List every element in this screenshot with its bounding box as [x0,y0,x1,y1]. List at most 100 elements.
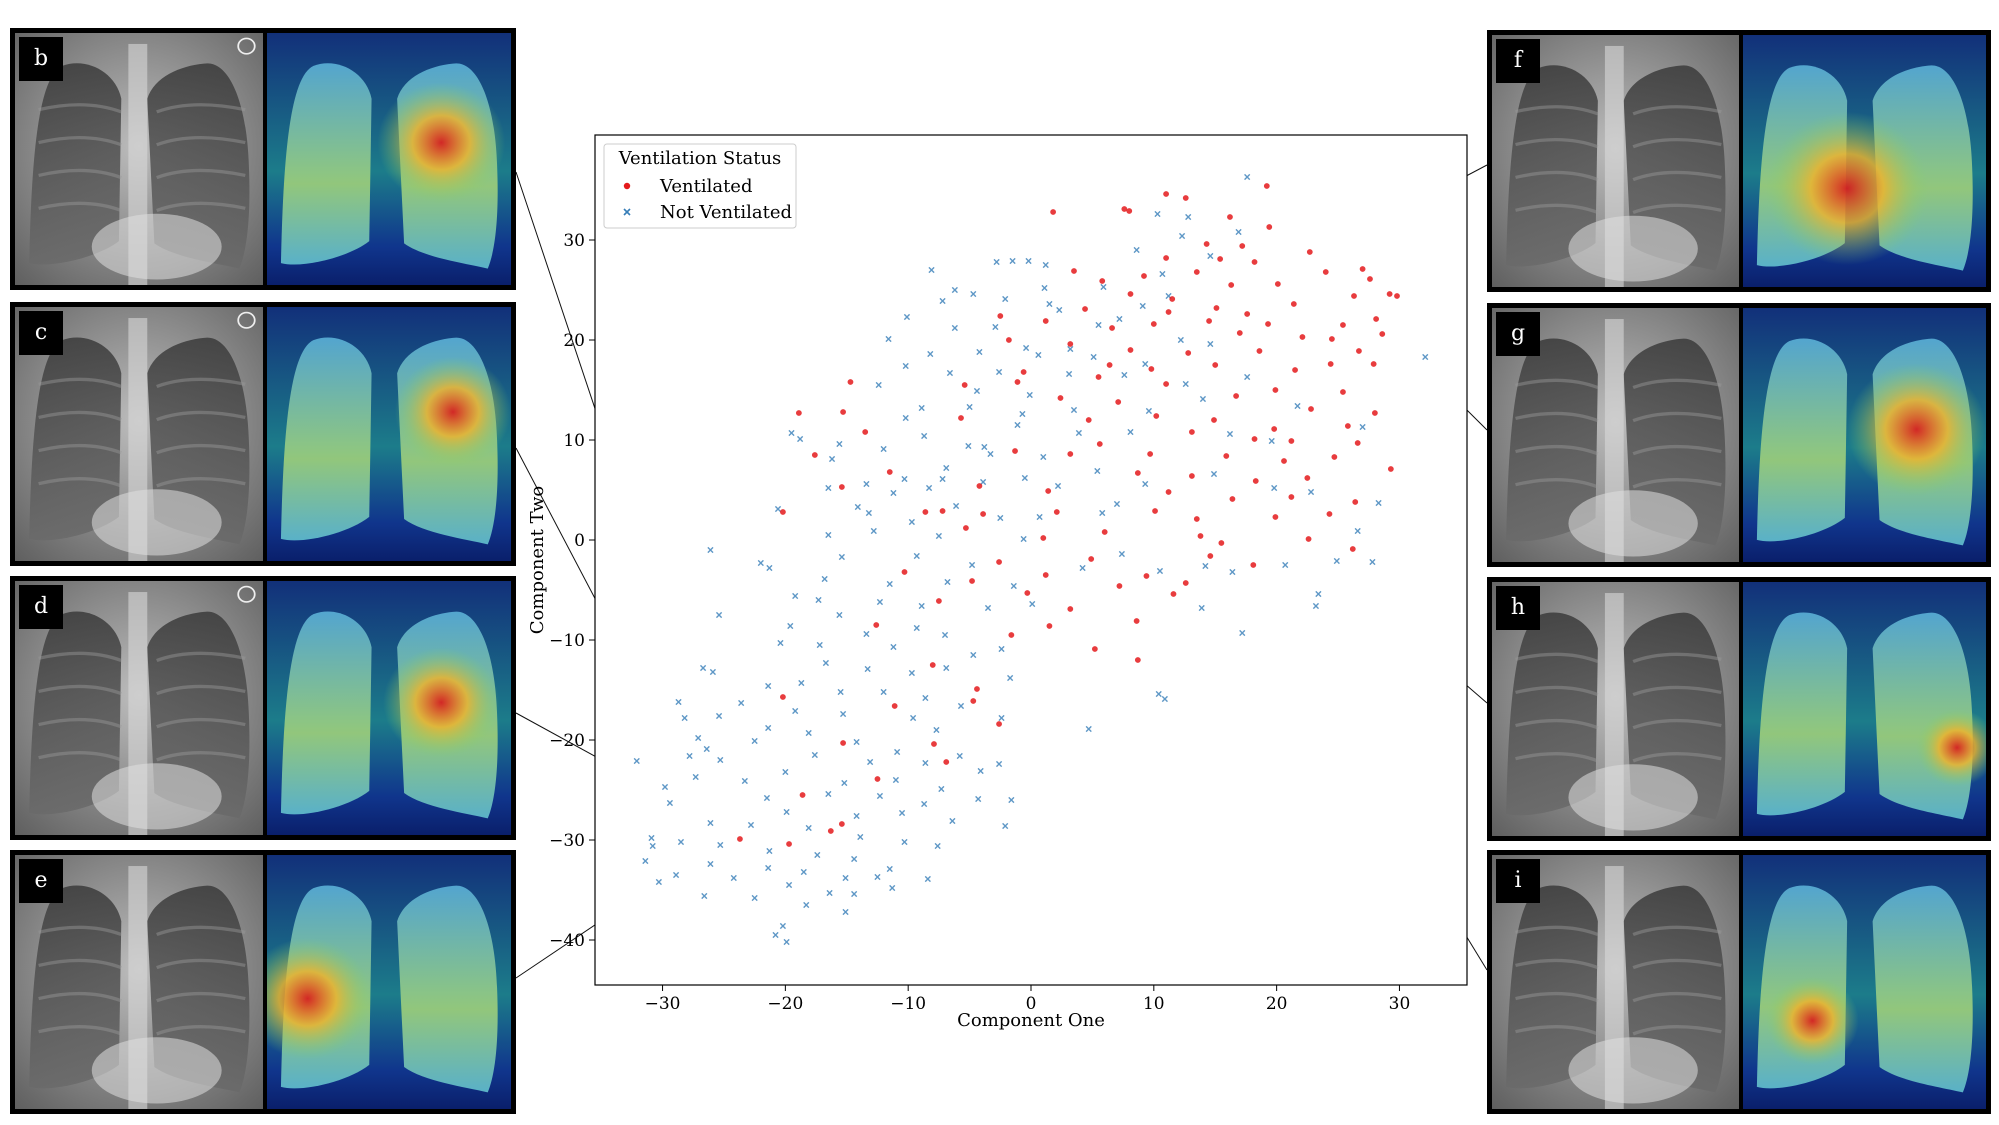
point-not-ventilated [842,908,849,916]
x-axis-label: Component One [957,1010,1105,1031]
point-ventilated [935,598,942,604]
point-not-ventilated [699,664,707,672]
point-not-ventilated [939,475,946,483]
y-tick-label: 10 [563,431,585,451]
point-not-ventilated [1177,336,1184,344]
point-not-ventilated [987,450,994,458]
point-not-ventilated [901,475,908,483]
point-ventilated [874,776,881,782]
point-not-ventilated [901,838,908,846]
point-ventilated [922,509,929,515]
point-ventilated [996,721,1002,727]
point-ventilated [1356,348,1362,354]
point-not-ventilated [913,624,920,632]
point-not-ventilated [1139,302,1146,310]
point-ventilated [1386,291,1393,297]
point-not-ventilated [707,860,714,868]
point-not-ventilated [715,712,723,720]
point-not-ventilated [838,553,845,561]
point-not-ventilated [798,679,805,687]
point-not-ventilated [1067,345,1074,353]
legend-marker-ventilated [623,182,631,190]
point-not-ventilated [1070,406,1078,414]
x-tick-label: −30 [645,994,681,1014]
point-ventilated [847,379,854,385]
point-not-ventilated [867,758,874,766]
point-not-ventilated [944,578,951,586]
point-not-ventilated [788,429,795,437]
point-ventilated [1367,276,1373,282]
point-not-ventilated [870,527,877,535]
point-not-ventilated [825,484,832,492]
point-not-ventilated [966,403,973,411]
point-ventilated [1359,266,1366,272]
point-not-ventilated [921,800,928,808]
point-ventilated [840,740,846,746]
point-not-ventilated [1202,562,1209,570]
panel-label: c [19,311,63,355]
point-not-ventilated [889,884,896,892]
point-not-ventilated [975,795,982,803]
point-not-ventilated [918,602,925,610]
point-not-ventilated [709,668,716,676]
point-not-ventilated [649,842,656,850]
point-ventilated [1165,309,1172,315]
point-not-ventilated [765,724,772,732]
point-not-ventilated [1207,340,1214,348]
point-not-ventilated [1239,629,1246,637]
point-ventilated [1299,334,1306,340]
point-ventilated [1274,281,1281,287]
point-ventilated [1091,646,1098,652]
point-not-ventilated [1315,590,1322,598]
point-ventilated [1265,321,1271,327]
point-ventilated [1163,255,1169,261]
point-ventilated [1143,573,1150,579]
saliency-heatmap-image [263,307,511,561]
point-not-ventilated [980,478,987,486]
point-not-ventilated [1182,380,1189,388]
point-not-ventilated [686,752,693,760]
point-not-ventilated [1312,602,1320,610]
point-not-ventilated [633,757,640,765]
point-not-ventilated [715,611,723,619]
point-not-ventilated [757,559,764,567]
point-ventilated [1188,473,1195,479]
point-ventilated [1088,556,1095,562]
point-not-ventilated [854,503,861,511]
point-not-ventilated [995,368,1003,376]
point-not-ventilated [1095,321,1102,329]
point-not-ventilated [1142,360,1149,368]
point-ventilated [1349,546,1356,552]
point-ventilated [970,698,977,704]
point-not-ventilated [774,505,782,513]
point-not-ventilated [998,714,1005,722]
panel-f: f [1487,30,1991,292]
point-not-ventilated [1118,550,1125,558]
point-not-ventilated [1145,407,1152,415]
point-ventilated [1373,316,1380,322]
y-tick-label: 30 [563,231,585,251]
point-ventilated [931,741,937,747]
point-not-ventilated [1369,558,1376,566]
point-ventilated [1256,348,1263,354]
axis-ticks: −30 −20 −10 0 10 20 30 −40 −30 −20 −10 0 10 20 30 [549,231,1410,1014]
panel-e: e [10,850,516,1114]
point-ventilated [1387,466,1394,472]
point-ventilated [1211,417,1217,423]
point-not-ventilated [741,777,748,785]
point-not-ventilated [946,369,954,377]
point-not-ventilated [886,865,893,873]
point-ventilated [961,382,968,388]
point-ventilated [1014,379,1021,385]
point-not-ventilated [863,480,870,488]
point-ventilated [997,313,1004,319]
point-ventilated [1045,488,1052,494]
point-ventilated [1206,318,1212,324]
panel-label: f [1496,39,1540,83]
point-not-ventilated [908,518,915,526]
point-ventilated [799,792,806,798]
saliency-heatmap-image [1739,35,1986,287]
point-ventilated [1272,514,1279,520]
point-not-ventilated [707,819,714,827]
point-ventilated [1116,583,1123,589]
